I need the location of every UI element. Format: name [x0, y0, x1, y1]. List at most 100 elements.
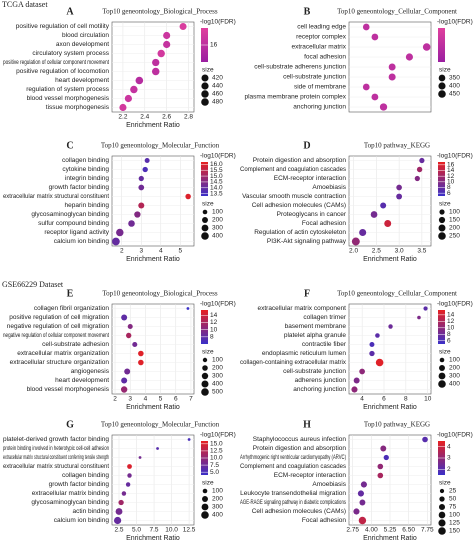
- dot: [118, 499, 124, 506]
- panel-label: H: [303, 419, 311, 430]
- dot: [380, 202, 387, 209]
- category-label: collagen binding: [62, 157, 109, 164]
- category-label: extracellular matrix structural constitu…: [3, 193, 109, 200]
- category-label: integrin binding: [65, 175, 109, 182]
- x-tick-label: 5: [159, 396, 163, 403]
- colorbar-tick-label: 4: [447, 443, 451, 450]
- x-tick-label: 10: [424, 396, 432, 403]
- colorbar-tick-label: 8: [210, 334, 214, 341]
- size-legend-dot: [438, 503, 446, 511]
- size-legend-title: size: [202, 349, 214, 356]
- x-tick-label: 2.0: [349, 248, 358, 255]
- category-label: circulatory system process: [32, 50, 109, 57]
- category-label: blood circulation: [62, 32, 109, 39]
- dot: [396, 184, 402, 191]
- size-legend-dot: [438, 511, 446, 519]
- size-legend-title: size: [439, 201, 451, 208]
- dot: [359, 499, 366, 506]
- size-legend-label: 460: [212, 91, 223, 98]
- category-label: Staphylococcus aureus infection: [253, 436, 347, 443]
- size-legend-label: 400: [212, 512, 223, 519]
- dot: [156, 447, 159, 450]
- size-legend-dot: [438, 527, 446, 535]
- category-label: calcium ion binding: [54, 238, 110, 245]
- dot: [422, 436, 428, 443]
- size-legend-label: 450: [449, 91, 460, 98]
- category-label: extracellular structure organization: [10, 359, 110, 366]
- dot: [357, 490, 365, 497]
- x-tick-label: 7.75: [421, 527, 434, 534]
- color-legend-title: -log10(FDR): [200, 19, 236, 26]
- size-legend-title: size: [202, 67, 214, 74]
- size-legend-dot: [201, 90, 209, 98]
- dot: [152, 58, 160, 67]
- size-legend-dot: [201, 232, 209, 240]
- x-tick-label: 4: [360, 396, 364, 403]
- category-label: plasma membrane protein complex: [244, 94, 346, 101]
- category-label: Focal adhesion: [302, 220, 346, 227]
- dot: [128, 220, 135, 227]
- colorbar-tick-label: 12: [210, 319, 218, 326]
- colorbar-tick-label: 14: [210, 312, 218, 319]
- plot-area: [111, 434, 195, 526]
- size-legend-label: 125: [449, 520, 460, 527]
- category-label: cell-substrate adherens junction: [254, 64, 346, 71]
- colorbar-tick-label: 12: [447, 173, 455, 180]
- size-legend-dot: [202, 217, 208, 223]
- size-legend-dot: [201, 511, 209, 519]
- dot: [163, 40, 171, 49]
- dot: [127, 464, 132, 469]
- category-label: endoplasmic reticulum lumen: [262, 350, 347, 357]
- x-tick-label: 5: [179, 248, 183, 255]
- colorbar-tick-label: 14: [447, 167, 455, 174]
- panel-label: C: [66, 140, 73, 151]
- size-legend-dot: [202, 496, 208, 502]
- x-tick-label: 7: [189, 396, 193, 403]
- category-label: heparin binding: [65, 202, 110, 209]
- size-legend-dot: [438, 82, 446, 90]
- dot: [423, 306, 428, 311]
- dot: [369, 350, 375, 357]
- x-tick-label: 3: [128, 396, 132, 403]
- size-legend-dot: [438, 372, 446, 380]
- dot: [121, 314, 128, 321]
- dot: [144, 158, 150, 163]
- size-legend-title: size: [439, 67, 451, 74]
- size-legend-title: size: [439, 349, 451, 356]
- colorbar-tick-label: 10: [210, 326, 218, 333]
- x-tick-label: 3: [139, 248, 143, 255]
- panel-title: Top10 geneontology_Molecular_Function: [101, 142, 220, 150]
- category-label: PI3K-Akt signaling pathway: [267, 238, 347, 245]
- colorbar-tick-label: 10: [447, 325, 455, 332]
- category-label: Cell adhesion molecules (CAMs): [252, 202, 346, 209]
- x-tick-label: 2: [113, 396, 117, 403]
- panel-title: Top10 geneontology_Molecular_Function: [101, 421, 220, 429]
- category-label: calcium ion binding: [54, 517, 110, 524]
- category-label: growth factor binding: [49, 481, 110, 488]
- category-label: platelet-derived growth factor binding: [3, 436, 109, 443]
- color-legend-title: -log10(FDR): [200, 153, 236, 160]
- category-label: Leukocyte transendothelial migration: [240, 490, 346, 497]
- size-legend-label: 300: [212, 504, 223, 511]
- colorbar-tick-label: 8: [447, 184, 451, 191]
- category-label: Amoebiasis: [312, 481, 346, 488]
- size-legend-dot: [438, 216, 446, 224]
- panel-label: E: [67, 288, 74, 299]
- colorbar-tick-label: 8: [447, 331, 451, 338]
- category-label: extracellular matrix component: [257, 305, 346, 312]
- category-label: anchoring junction: [293, 386, 346, 393]
- dot: [384, 220, 392, 227]
- x-tick-label: 2.8: [184, 114, 193, 121]
- category-label: sulfur compound binding: [38, 220, 109, 227]
- size-legend-dot: [438, 74, 446, 82]
- category-label: positive regulation of cell migration: [9, 314, 109, 321]
- size-legend-label: 250: [449, 233, 460, 240]
- panel-title: Top10 geneontology_Biological_Process: [102, 8, 217, 16]
- dot: [388, 63, 396, 71]
- category-label: Regulation of actin cytoskeleton: [254, 229, 346, 236]
- dot: [134, 211, 141, 218]
- dot: [388, 73, 396, 81]
- dot: [371, 33, 379, 41]
- dot: [138, 184, 145, 191]
- colorbar-tick-label: 3: [447, 455, 451, 462]
